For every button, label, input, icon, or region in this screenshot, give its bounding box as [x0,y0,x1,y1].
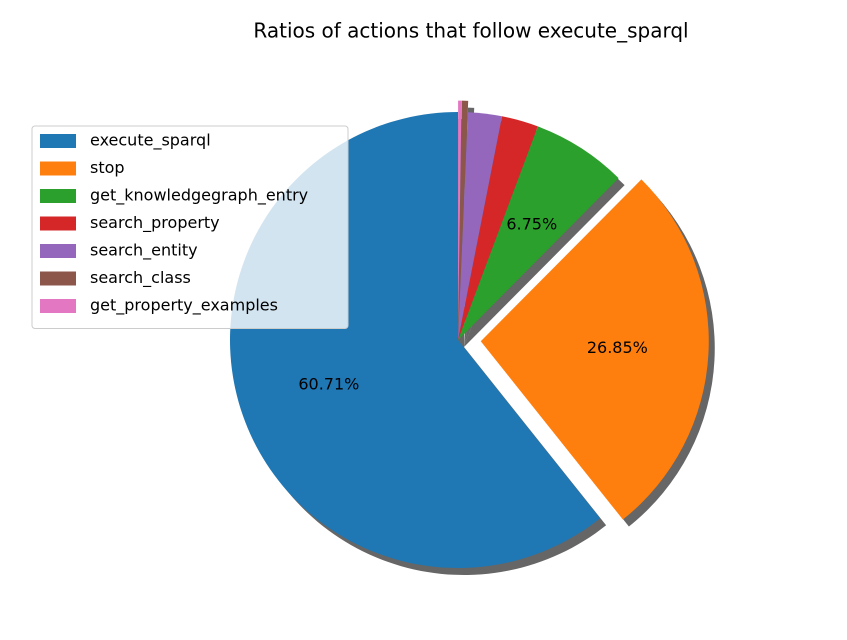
legend-label: get_knowledgegraph_entry [90,186,308,206]
legend-swatch [40,134,76,148]
legend-swatch [40,189,76,203]
legend-frame [31,125,349,329]
wedge [458,100,469,329]
value-label: 6.75% [506,214,557,233]
legend-label: search_property [90,213,220,233]
chart-title: Ratios of actions that follow execute_sp… [253,19,688,43]
legend-swatch [40,216,76,231]
wedge [480,179,709,520]
wedge [458,100,462,329]
legend-label: get_property_examples [90,296,278,316]
legend-swatch [40,244,76,258]
wedge [458,126,619,341]
legend-swatch [40,299,76,313]
pie: 60.71% 26.85% 6.75% [230,100,715,575]
wedge [458,116,538,340]
wedge [458,112,502,340]
legend-label: search_entity [90,241,198,261]
value-label: 60.71% [298,375,359,394]
legend-label: search_class [90,268,191,288]
legend-swatch [40,271,76,286]
legend-label: stop [90,158,125,177]
legend-label: execute_sparql [90,131,211,151]
value-label: 26.85% [587,338,648,357]
legend-swatch [40,161,76,176]
